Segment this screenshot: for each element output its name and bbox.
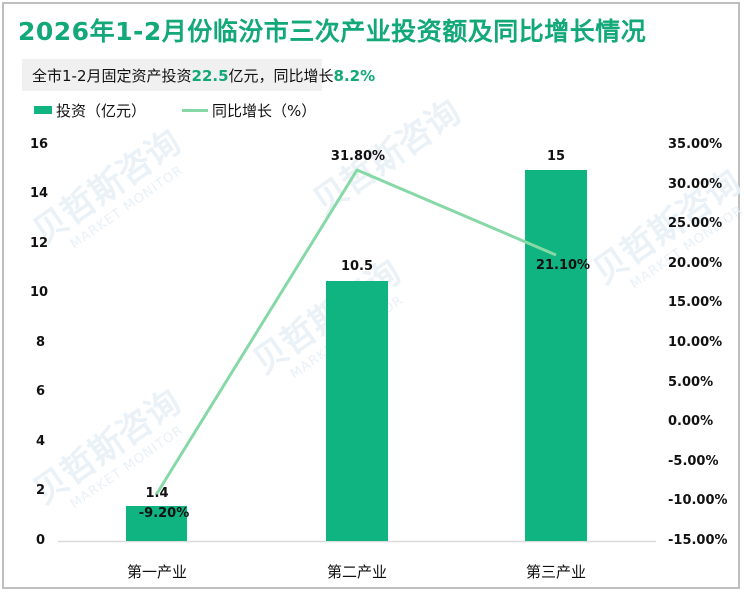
- legend: 投资（亿元） 同比增长（%）: [34, 100, 352, 120]
- subtitle-box: [22, 59, 322, 91]
- right-axis-tick: 35.00%: [668, 137, 723, 152]
- left-axis-tick: 10: [30, 285, 49, 300]
- subtitle: 全市1-2月固定资产投资22.5亿元，同比增长8.2%: [32, 67, 376, 85]
- bar-tertiary: [525, 170, 587, 541]
- right-axis-tick: 20.00%: [668, 256, 723, 271]
- left-axis-tick: 6: [36, 384, 46, 399]
- bar-secondary: [326, 281, 388, 541]
- legend-item-investment: 投资（亿元）: [34, 100, 146, 121]
- category-label: 第一产业: [126, 563, 187, 581]
- left-axis-tick: 12: [30, 236, 49, 251]
- left-axis-tick: 4: [36, 434, 46, 449]
- bar-primary: [126, 506, 187, 541]
- bar-swatch-icon: [34, 106, 52, 114]
- left-axis-tick: 16: [30, 137, 49, 152]
- line-value-label: -9.20%: [138, 506, 190, 521]
- right-axis-tick: -15.00%: [668, 533, 728, 548]
- left-axis-tick: 2: [36, 483, 46, 498]
- right-axis-tick: 30.00%: [668, 177, 723, 192]
- line-value-label: 31.80%: [330, 149, 386, 164]
- left-axis-tick: 14: [30, 186, 49, 201]
- right-axis-tick: 15.00%: [668, 295, 723, 310]
- category-label: 第三产业: [525, 563, 586, 581]
- chart-title: 2026年1-2月份临汾市三次产业投资额及同比增长情况: [18, 17, 647, 46]
- left-axis-tick: 0: [36, 533, 46, 548]
- left-axis-tick: 8: [36, 335, 46, 350]
- right-axis-tick: -5.00%: [668, 454, 719, 469]
- right-axis-tick: 0.00%: [668, 414, 714, 429]
- right-axis-tick: 10.00%: [668, 335, 723, 350]
- bar-value-label: 15: [546, 149, 566, 164]
- bar-value-label: 10.5: [340, 259, 374, 274]
- category-label: 第二产业: [326, 563, 387, 581]
- growth-line: [154, 168, 557, 496]
- line-swatch-icon: [182, 108, 209, 112]
- right-axis-tick: 25.00%: [668, 216, 723, 231]
- right-axis-tick: 5.00%: [668, 375, 714, 390]
- right-axis-tick: -10.00%: [668, 493, 728, 508]
- bar-value-label: 1.4: [145, 486, 169, 501]
- legend-item-growth: 同比增长（%）: [182, 100, 316, 121]
- line-value-label: 21.10%: [535, 258, 591, 273]
